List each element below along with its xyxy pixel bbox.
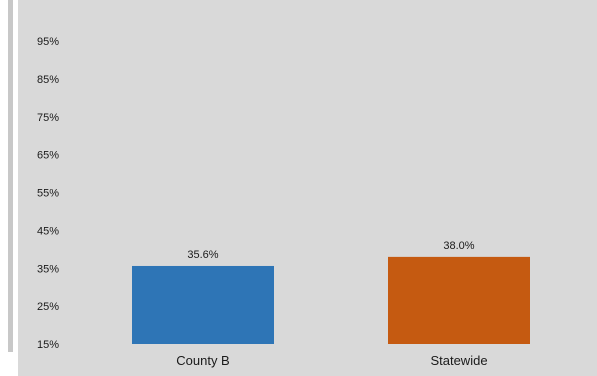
y-tick-label: 35%	[37, 263, 59, 275]
data-label: 38.0%	[443, 240, 474, 252]
x-category-label: Statewide	[430, 353, 487, 368]
y-tick-label: 25%	[37, 301, 59, 313]
x-category-label: County B	[176, 353, 229, 368]
y-tick-label: 15%	[37, 339, 59, 351]
y-tick-label: 45%	[37, 225, 59, 237]
left-border	[8, 0, 13, 352]
y-tick-label: 65%	[37, 150, 59, 162]
data-label: 35.6%	[187, 249, 218, 261]
y-tick-label: 75%	[37, 112, 59, 124]
bar-statewide	[388, 256, 530, 344]
y-tick-label: 85%	[37, 74, 59, 86]
bar-county-b	[132, 265, 274, 344]
y-tick-label: 55%	[37, 188, 59, 200]
y-tick-label: 95%	[37, 36, 59, 48]
